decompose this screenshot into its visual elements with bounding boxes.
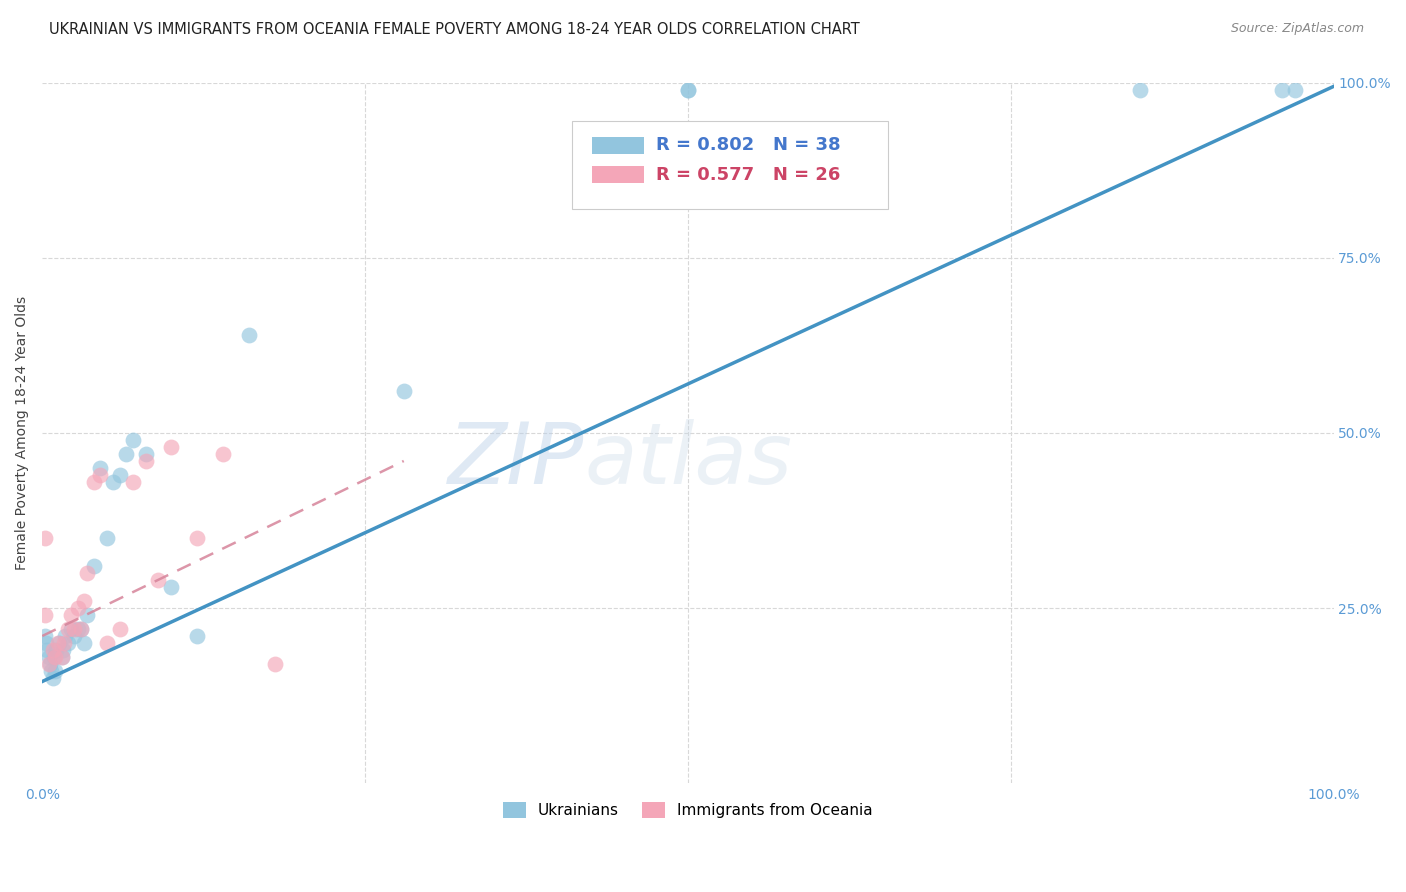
Point: [89, 468, 111, 483]
Point: [67, 622, 90, 636]
Point: [63, 629, 86, 643]
Point: [34, 531, 56, 545]
Point: [44, 664, 66, 678]
Point: [70, 622, 93, 636]
Point: [108, 468, 131, 483]
Y-axis label: Female Poverty Among 18-24 Year Olds: Female Poverty Among 18-24 Year Olds: [15, 296, 30, 570]
Point: [392, 384, 415, 398]
Point: [38, 650, 60, 665]
Point: [76, 566, 98, 580]
Point: [108, 622, 131, 636]
Point: [70, 622, 93, 636]
Point: [1129, 83, 1152, 97]
Point: [186, 531, 208, 545]
Point: [63, 622, 86, 636]
Point: [83, 475, 105, 489]
FancyBboxPatch shape: [592, 136, 644, 153]
Point: [37, 643, 59, 657]
FancyBboxPatch shape: [572, 121, 889, 209]
Point: [96, 636, 118, 650]
Point: [238, 328, 260, 343]
Point: [1271, 83, 1294, 97]
Point: [263, 657, 285, 671]
Point: [55, 629, 77, 643]
Point: [1284, 83, 1306, 97]
Legend: Ukrainians, Immigrants from Oceania: Ukrainians, Immigrants from Oceania: [496, 797, 879, 824]
Point: [38, 657, 60, 671]
Text: Source: ZipAtlas.com: Source: ZipAtlas.com: [1230, 22, 1364, 36]
Text: atlas: atlas: [585, 419, 793, 502]
Point: [134, 447, 156, 461]
Point: [46, 636, 69, 650]
Point: [53, 636, 76, 650]
Text: UKRAINIAN VS IMMIGRANTS FROM OCEANIA FEMALE POVERTY AMONG 18-24 YEAR OLDS CORREL: UKRAINIAN VS IMMIGRANTS FROM OCEANIA FEM…: [49, 22, 860, 37]
FancyBboxPatch shape: [592, 166, 644, 183]
Point: [676, 83, 699, 97]
Point: [160, 440, 183, 454]
Point: [35, 636, 58, 650]
Point: [676, 83, 699, 97]
Point: [115, 447, 138, 461]
Point: [96, 531, 118, 545]
Point: [67, 601, 90, 615]
Point: [103, 475, 125, 489]
Point: [48, 636, 70, 650]
Point: [39, 664, 62, 678]
Text: R = 0.577   N = 26: R = 0.577 N = 26: [655, 166, 839, 184]
Point: [160, 580, 183, 594]
Point: [134, 454, 156, 468]
Point: [186, 629, 208, 643]
Point: [76, 607, 98, 622]
Point: [34, 629, 56, 643]
Point: [34, 607, 56, 622]
Text: ZIP: ZIP: [449, 419, 585, 502]
Point: [52, 643, 75, 657]
Point: [72, 594, 94, 608]
Point: [212, 447, 235, 461]
Point: [41, 671, 63, 685]
Point: [45, 643, 67, 657]
Point: [56, 622, 79, 636]
Point: [44, 650, 66, 665]
Point: [83, 559, 105, 574]
Point: [51, 650, 73, 665]
Point: [39, 657, 62, 671]
Point: [121, 475, 143, 489]
Point: [148, 573, 170, 587]
Point: [121, 433, 143, 447]
Text: R = 0.802   N = 38: R = 0.802 N = 38: [655, 136, 841, 154]
Point: [42, 650, 65, 665]
Point: [89, 461, 111, 475]
Point: [72, 636, 94, 650]
Point: [59, 607, 82, 622]
Point: [41, 643, 63, 657]
Point: [51, 650, 73, 665]
Point: [59, 622, 82, 636]
Point: [56, 636, 79, 650]
